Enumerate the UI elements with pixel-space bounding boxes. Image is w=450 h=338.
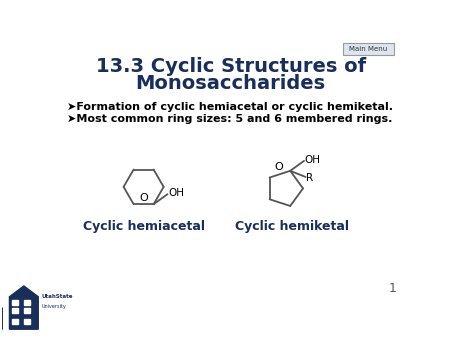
Text: Monosaccharides: Monosaccharides — [135, 74, 326, 93]
Text: ➤Most common ring sizes: 5 and 6 membered rings.: ➤Most common ring sizes: 5 and 6 membere… — [67, 114, 392, 124]
Bar — [24, 319, 30, 324]
Polygon shape — [0, 308, 2, 329]
Text: Cyclic hemiketal: Cyclic hemiketal — [235, 220, 349, 233]
Bar — [12, 319, 18, 324]
Text: O: O — [275, 162, 284, 172]
Bar — [12, 300, 18, 305]
Text: R: R — [306, 173, 314, 183]
Text: O: O — [139, 193, 148, 203]
Bar — [24, 308, 30, 313]
Bar — [12, 308, 18, 313]
Text: 1: 1 — [388, 282, 396, 295]
Polygon shape — [9, 286, 38, 329]
Bar — [24, 300, 30, 305]
FancyBboxPatch shape — [343, 43, 394, 55]
Text: OH: OH — [168, 188, 184, 198]
Text: University: University — [42, 304, 67, 309]
Text: UtahState: UtahState — [42, 294, 73, 299]
Text: 13.3 Cyclic Structures of: 13.3 Cyclic Structures of — [95, 57, 366, 76]
Text: Main Menu: Main Menu — [349, 46, 387, 52]
Text: ➤Formation of cyclic hemiacetal or cyclic hemiketal.: ➤Formation of cyclic hemiacetal or cycli… — [67, 102, 392, 112]
Text: Cyclic hemiacetal: Cyclic hemiacetal — [83, 220, 205, 233]
Text: OH: OH — [305, 155, 321, 165]
